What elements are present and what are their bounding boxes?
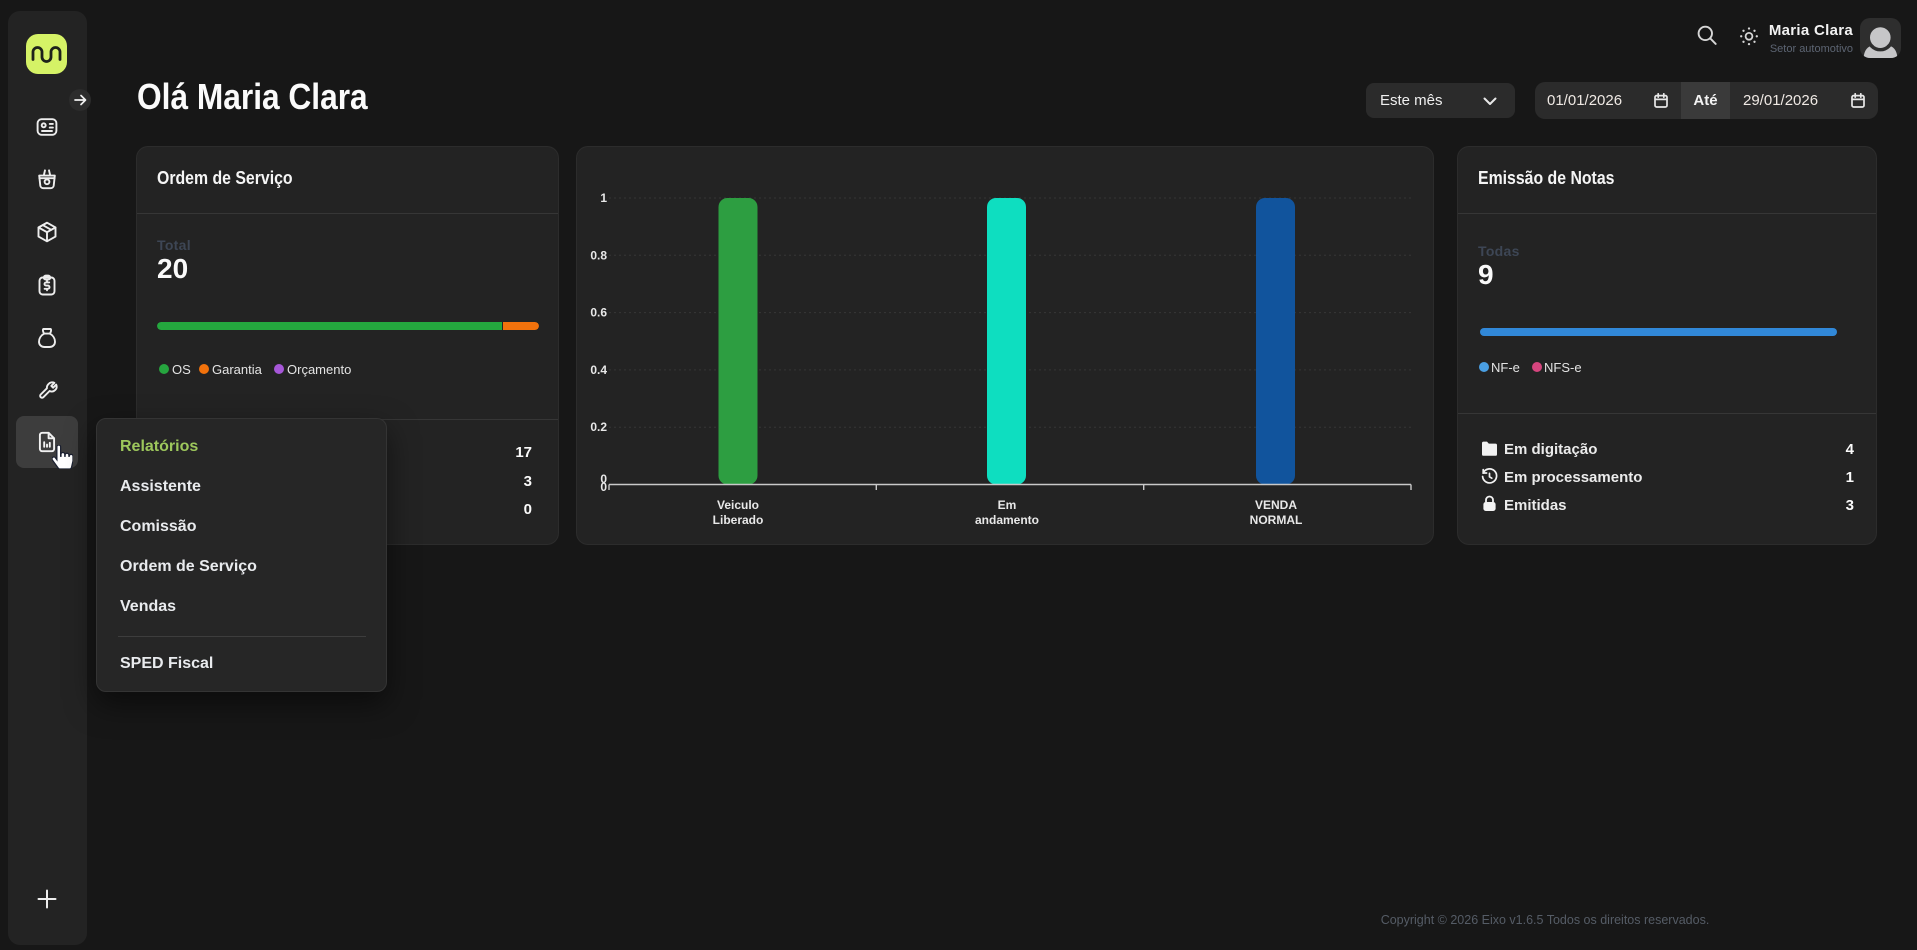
svg-text:VENDA: VENDA [1255, 498, 1297, 512]
svg-text:0.8: 0.8 [590, 248, 607, 262]
svg-text:0.2: 0.2 [590, 420, 607, 434]
svg-text:Veiculo: Veiculo [717, 498, 759, 512]
svg-text:1: 1 [600, 191, 607, 205]
svg-text:0: 0 [600, 472, 607, 486]
svg-text:andamento: andamento [975, 513, 1039, 527]
svg-text:NORMAL: NORMAL [1250, 513, 1303, 527]
svg-text:0: 0 [600, 480, 607, 494]
svg-text:0.6: 0.6 [590, 306, 607, 320]
svg-text:Em: Em [998, 498, 1017, 512]
svg-text:Liberado: Liberado [713, 513, 764, 527]
svg-text:0.4: 0.4 [590, 363, 607, 377]
